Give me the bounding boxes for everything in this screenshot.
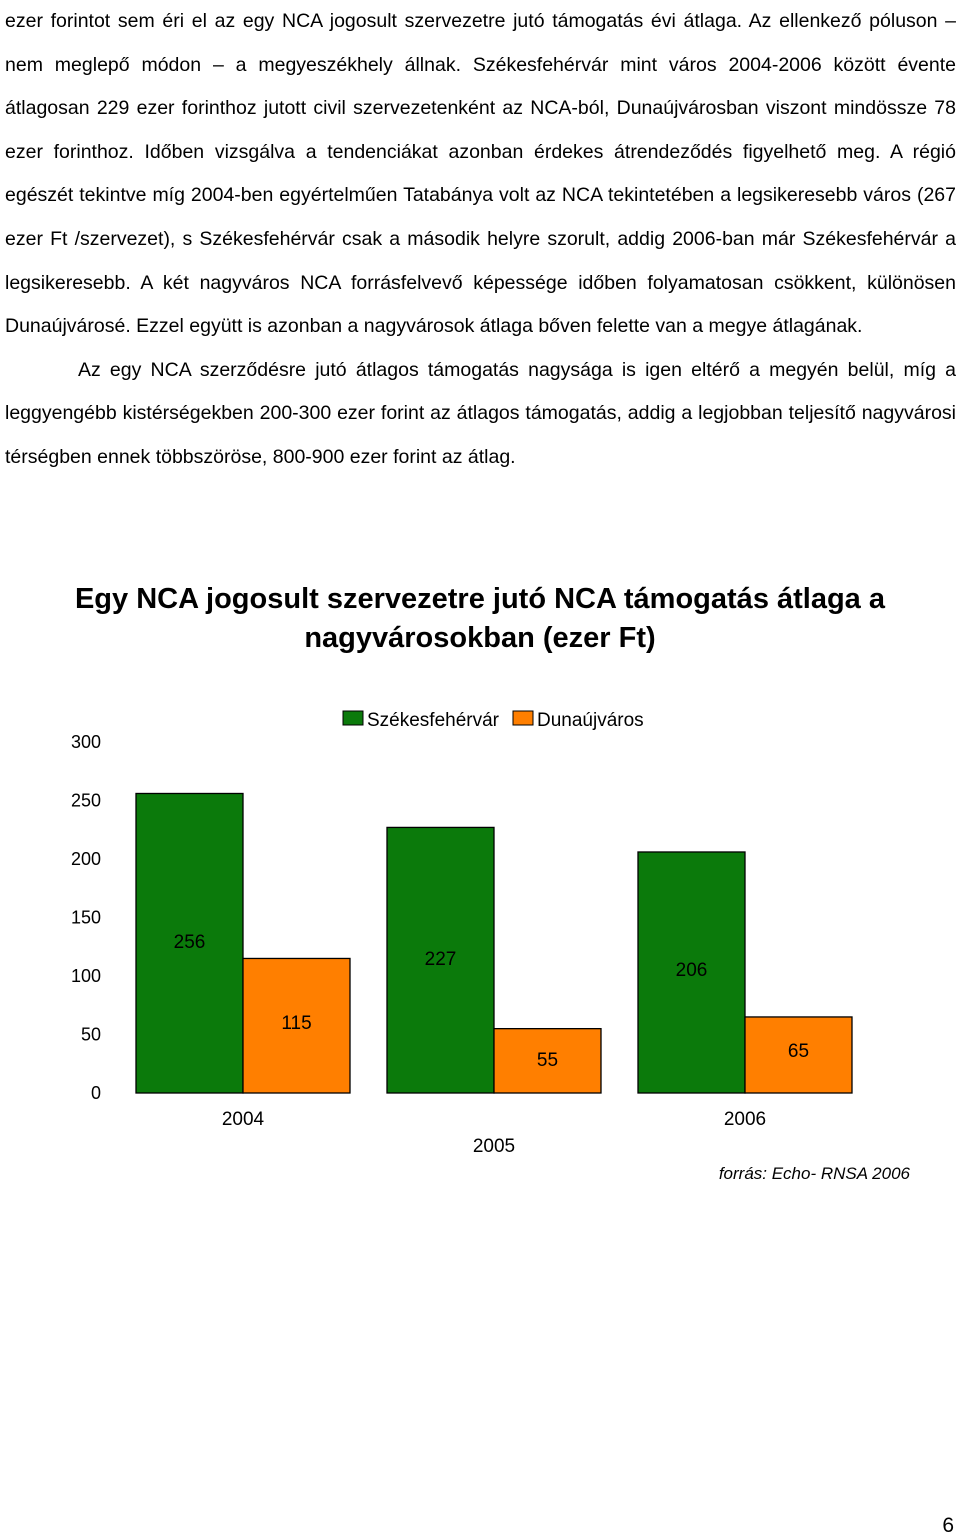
paragraph-2: Az egy NCA szerződésre jutó átlagos támo… bbox=[5, 358, 956, 468]
y-tick-label: 150 bbox=[71, 908, 101, 928]
bar bbox=[744, 1016, 853, 1094]
y-tick-label: 200 bbox=[71, 849, 101, 869]
chart-source-note: forrás: Echo- RNSA 2006 bbox=[719, 1164, 911, 1183]
bar-value-label: 256 bbox=[174, 932, 206, 953]
legend-swatch bbox=[512, 710, 534, 726]
chart-title: Egy NCA jogosult szervezetre jutó NCA tá… bbox=[74, 583, 886, 654]
y-tick-label: 0 bbox=[91, 1083, 101, 1103]
bar bbox=[637, 851, 746, 1094]
legend-label: Székesfehérvár bbox=[367, 710, 500, 731]
x-tick-label: 2004 bbox=[222, 1109, 265, 1130]
x-axis: 2004 2005 2006 bbox=[222, 1109, 766, 1157]
y-axis: 0 50 100 150 200 250 300 bbox=[71, 732, 101, 1103]
body-text: ezer forintot sem éri el az egy NCA jogo… bbox=[5, 0, 956, 480]
bar bbox=[242, 957, 351, 1094]
bar bbox=[493, 1027, 602, 1094]
y-tick-label: 300 bbox=[71, 732, 101, 752]
x-tick-label: 2006 bbox=[724, 1109, 766, 1130]
bar-series: 256 115 227 55 206 65 bbox=[135, 792, 853, 1094]
legend-label: Dunaújváros bbox=[537, 710, 644, 731]
bar bbox=[135, 792, 244, 1094]
paragraph-1: ezer forintot sem éri el az egy NCA jogo… bbox=[5, 10, 956, 338]
bar-value-label: 206 bbox=[676, 960, 708, 981]
bar-value-label: 115 bbox=[281, 1013, 311, 1034]
bar-value-label: 55 bbox=[537, 1050, 558, 1071]
bar-chart: Székesfehérvár Dunaújváros 0 50 100 150 200 25… bbox=[71, 710, 911, 1183]
bar-value-label: 227 bbox=[425, 949, 457, 970]
y-tick-label: 50 bbox=[81, 1025, 101, 1045]
x-tick-label: 2005 bbox=[473, 1136, 515, 1157]
y-tick-label: 250 bbox=[71, 791, 101, 811]
y-tick-label: 100 bbox=[71, 966, 101, 986]
legend-swatch bbox=[342, 710, 364, 726]
bar bbox=[386, 826, 495, 1094]
bar-value-label: 65 bbox=[788, 1041, 809, 1062]
chart-legend: Székesfehérvár Dunaújváros bbox=[342, 710, 644, 731]
page-number: 6 bbox=[942, 1514, 954, 1537]
